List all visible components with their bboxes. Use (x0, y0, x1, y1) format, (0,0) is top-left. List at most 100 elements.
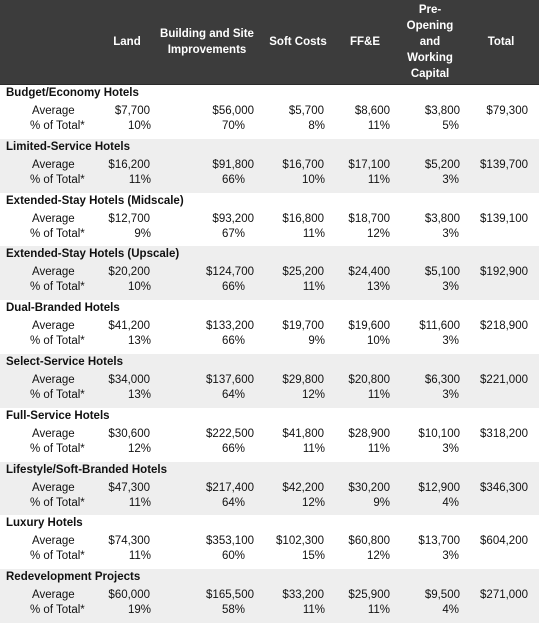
average-building-cell: $93,200 (212, 212, 254, 225)
average-label: Average (32, 212, 75, 225)
percent-label: % of Total* (30, 227, 85, 240)
average-land-cell: $47,300 (108, 481, 150, 494)
average-preopening-cell: $10,100 (418, 427, 460, 440)
average-land-cell: $60,000 (108, 589, 150, 602)
average-preopening-cell: $13,700 (418, 535, 460, 548)
percent-land-cell: 19% (127, 604, 151, 617)
percent-soft-costs-cell: 10% (301, 173, 325, 186)
average-building-cell: $222,500 (206, 427, 254, 440)
average-ffe-cell: $25,900 (348, 589, 390, 602)
average-label: Average (32, 320, 75, 333)
average-soft-costs-cell: $16,700 (282, 158, 324, 171)
percent-row: % of Total* 19% 58% 11% 11% 4% (0, 604, 539, 620)
percent-ffe-cell: 11% (367, 388, 390, 401)
percent-soft-costs-cell: 11% (302, 227, 325, 240)
average-building-cell: $353,100 (206, 535, 254, 548)
percent-preopening-cell: 3% (442, 227, 459, 240)
percent-soft-costs-cell: 11% (302, 442, 325, 455)
percent-ffe-cell: 11% (367, 120, 390, 132)
percent-row: % of Total* 11% 60% 15% 12% 3% (0, 550, 539, 566)
average-label: Average (32, 481, 75, 494)
percent-preopening-cell: 3% (442, 335, 459, 348)
percent-label: % of Total* (30, 173, 85, 186)
percent-preopening-cell: 4% (442, 604, 459, 617)
hotel-category-section: Limited-Service Hotels Average $16,200 $91,… (0, 138, 539, 193)
percent-building-cell: 66% (221, 335, 245, 348)
average-soft-costs-cell: $25,200 (282, 266, 324, 279)
table-header: Land Building and Site Improvements Soft… (0, 0, 539, 85)
percent-label: % of Total* (30, 120, 85, 132)
average-soft-costs-cell: $5,700 (288, 105, 324, 117)
average-land-cell: $20,200 (108, 266, 150, 279)
hotel-category-section: Select-Service Hotels Average $34,000 $137,… (0, 353, 539, 408)
average-ffe-cell: $60,800 (348, 535, 390, 548)
hotel-category-section: Budget/Economy Hotels Average $7,700 $56,00… (0, 85, 539, 139)
header-land: Land (113, 36, 141, 48)
percent-land-cell: 9% (134, 227, 151, 240)
average-preopening-cell: $3,800 (424, 212, 460, 225)
average-land-cell: $30,600 (108, 427, 150, 440)
average-ffe-cell: $28,900 (348, 427, 390, 440)
percent-label: % of Total* (30, 550, 85, 563)
average-building-cell: $56,000 (212, 105, 254, 117)
percent-soft-costs-cell: 8% (308, 120, 325, 132)
category-title: Redevelopment Projects (6, 571, 141, 584)
category-title: Select-Service Hotels (6, 355, 123, 368)
average-soft-costs-cell: $29,800 (282, 373, 324, 386)
average-building-cell: $124,700 (206, 266, 254, 279)
percent-land-cell: 11% (128, 496, 151, 509)
percent-ffe-cell: 9% (373, 496, 390, 509)
percent-preopening-cell: 3% (442, 550, 459, 563)
average-ffe-cell: $20,800 (348, 373, 390, 386)
average-total-cell: $139,100 (480, 212, 528, 225)
average-label: Average (32, 158, 75, 171)
category-title: Luxury Hotels (6, 517, 83, 530)
percent-building-cell: 58% (221, 604, 245, 617)
percent-label: % of Total* (30, 604, 85, 617)
percent-label: % of Total* (30, 442, 85, 455)
average-total-cell: $218,900 (480, 320, 528, 333)
average-soft-costs-cell: $102,300 (276, 535, 324, 548)
average-ffe-cell: $30,200 (348, 481, 390, 494)
percent-building-cell: 60% (221, 550, 245, 563)
average-land-cell: $16,200 (108, 158, 150, 171)
header-building: Building and Site Improvements (160, 28, 254, 56)
average-label: Average (32, 373, 75, 386)
category-title: Budget/Economy Hotels (6, 87, 139, 99)
average-preopening-cell: $12,900 (418, 481, 460, 494)
average-label: Average (32, 105, 75, 117)
percent-label: % of Total* (30, 281, 85, 294)
average-preopening-cell: $11,600 (419, 320, 460, 333)
average-total-cell: $192,900 (480, 266, 528, 279)
average-land-cell: $34,000 (108, 373, 150, 386)
average-building-cell: $217,400 (206, 481, 254, 494)
percent-row: % of Total* 13% 64% 12% 11% 3% (0, 389, 539, 405)
hotel-category-section: Full-Service Hotels Average $30,600 $222,50… (0, 408, 539, 462)
hotel-category-section: Lifestyle/Soft-Branded Hotels Average $47,… (0, 461, 539, 516)
hotel-category-section: Redevelopment Projects Average $60,000 $165… (0, 569, 539, 623)
average-row: Average $16,200 $91,800 $16,700 $17,100 $5,20… (0, 159, 539, 175)
average-building-cell: $91,800 (212, 158, 254, 171)
average-building-cell: $165,500 (206, 589, 254, 602)
average-ffe-cell: $18,700 (348, 212, 390, 225)
percent-ffe-cell: 12% (366, 227, 390, 240)
average-total-cell: $346,300 (480, 481, 528, 494)
average-ffe-cell: $17,100 (348, 158, 390, 171)
hotel-category-section: Luxury Hotels Average $74,300 $353,100 $102,… (0, 515, 539, 569)
average-row: Average $60,000 $165,500 $33,200 $25,900 $9,5… (0, 589, 539, 605)
percent-label: % of Total* (30, 335, 85, 348)
percent-land-cell: 12% (127, 442, 151, 455)
average-preopening-cell: $3,800 (424, 105, 460, 117)
percent-building-cell: 66% (221, 442, 245, 455)
percent-soft-costs-cell: 11% (302, 281, 325, 294)
category-title: Dual-Branded Hotels (6, 302, 120, 315)
average-row: Average $7,700 $56,000 $5,700 $8,600 $3,800 $7… (0, 105, 539, 121)
percent-preopening-cell: 3% (442, 281, 459, 294)
average-total-cell: $221,000 (480, 373, 528, 386)
average-label: Average (32, 535, 75, 548)
average-label: Average (32, 589, 75, 602)
percent-building-cell: 64% (221, 388, 245, 401)
percent-building-cell: 64% (221, 496, 245, 509)
average-label: Average (32, 266, 75, 279)
